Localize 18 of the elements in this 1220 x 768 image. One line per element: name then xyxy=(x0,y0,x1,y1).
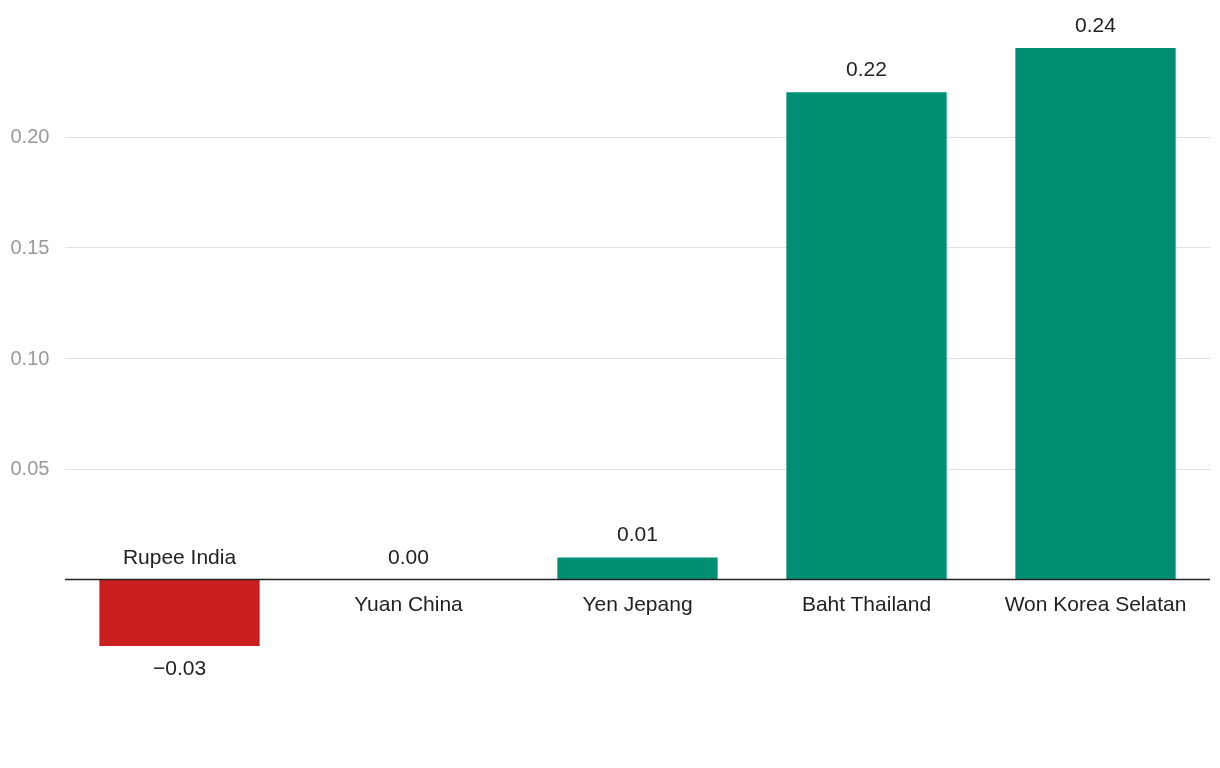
y-tick-label: 0.10 xyxy=(10,346,50,369)
x-tick-label: Won Korea Selatan xyxy=(1004,591,1187,615)
y-tick-label: 0.20 xyxy=(10,125,50,148)
x-tick-label: Yuan China xyxy=(354,591,464,615)
bar xyxy=(99,579,260,646)
data-label: 0.00 xyxy=(388,544,429,568)
y-tick-label: 0.05 xyxy=(10,457,50,480)
y-tick-label: 0.15 xyxy=(10,235,50,258)
data-label: 0.24 xyxy=(1075,13,1117,36)
data-label: −0.03 xyxy=(152,656,207,679)
x-tick-label: Rupee India xyxy=(122,544,237,568)
data-label: 0.22 xyxy=(846,57,887,81)
data-label: 0.01 xyxy=(617,522,658,546)
x-tick-label: Baht Thailand xyxy=(801,591,932,615)
bar xyxy=(1015,48,1176,580)
bar xyxy=(557,557,718,580)
bar xyxy=(786,92,947,580)
x-tick-label: Yen Jepang xyxy=(582,591,693,615)
